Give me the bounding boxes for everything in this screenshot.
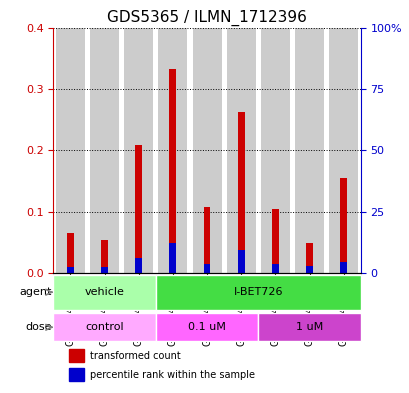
Bar: [271, 209, 278, 273]
Text: I-BET726: I-BET726: [233, 287, 282, 297]
Bar: [203, 264, 210, 273]
Bar: [339, 178, 346, 273]
FancyBboxPatch shape: [155, 313, 258, 342]
Text: control: control: [85, 322, 124, 332]
Bar: [192, 28, 221, 273]
Bar: [101, 241, 108, 273]
FancyBboxPatch shape: [155, 275, 360, 310]
Text: 0.1 uM: 0.1 uM: [188, 322, 225, 332]
Bar: [260, 28, 289, 273]
Bar: [237, 250, 244, 273]
Bar: [306, 244, 312, 273]
Bar: [135, 145, 142, 273]
Text: 1 uM: 1 uM: [295, 322, 322, 332]
Bar: [237, 112, 244, 273]
Bar: [203, 207, 210, 273]
Bar: [169, 69, 176, 273]
Text: vehicle: vehicle: [84, 287, 124, 297]
Bar: [56, 28, 85, 273]
Bar: [135, 257, 142, 273]
Bar: [169, 244, 176, 273]
Bar: [90, 28, 119, 273]
Bar: [271, 264, 278, 273]
Bar: [306, 266, 312, 273]
Bar: [158, 28, 187, 273]
Bar: [101, 267, 108, 273]
Bar: [226, 28, 255, 273]
Text: percentile rank within the sample: percentile rank within the sample: [90, 370, 254, 380]
Bar: [67, 267, 74, 273]
Bar: [294, 28, 323, 273]
Text: transformed count: transformed count: [90, 351, 180, 361]
FancyBboxPatch shape: [258, 313, 360, 342]
FancyBboxPatch shape: [53, 275, 155, 310]
Title: GDS5365 / ILMN_1712396: GDS5365 / ILMN_1712396: [107, 10, 306, 26]
FancyBboxPatch shape: [53, 313, 155, 342]
Bar: [339, 262, 346, 273]
Bar: [69, 349, 84, 362]
Bar: [67, 233, 74, 273]
Text: dose: dose: [25, 322, 52, 332]
Bar: [328, 28, 357, 273]
Bar: [69, 368, 84, 381]
Bar: [124, 28, 153, 273]
Text: agent: agent: [19, 287, 52, 297]
